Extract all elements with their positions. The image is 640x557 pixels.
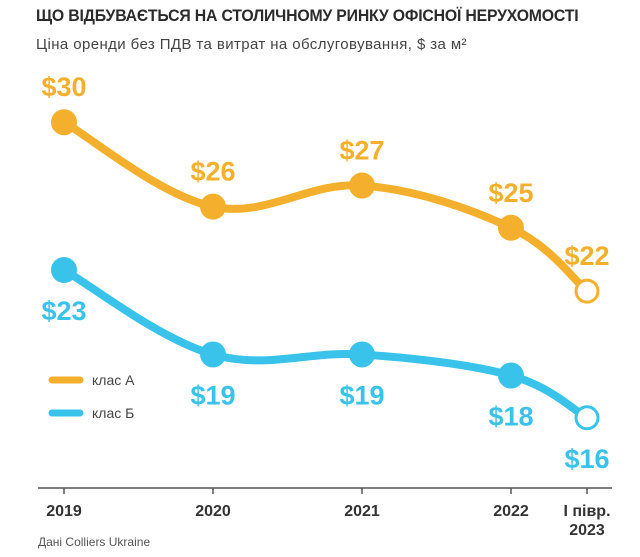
series-line bbox=[60, 266, 591, 422]
chart-title: ЩО ВІДБУВАЄТЬСЯ НА СТОЛИЧНОМУ РИНКУ ОФІС… bbox=[36, 6, 579, 25]
data-point bbox=[51, 257, 77, 283]
data-point bbox=[200, 341, 226, 368]
data-point bbox=[200, 193, 226, 220]
data-label: $27 bbox=[339, 136, 384, 166]
data-label: $18 bbox=[488, 402, 533, 432]
data-label: $26 bbox=[190, 157, 235, 187]
series-layer: $30 $26 $27 $25 $22 $23 $19 $19 $18 $16 bbox=[41, 72, 609, 474]
data-point bbox=[349, 172, 375, 199]
data-label: $19 bbox=[339, 380, 384, 410]
data-label: $30 bbox=[41, 72, 86, 102]
series-class-b: $23 $19 $19 $18 $16 bbox=[41, 257, 610, 474]
x-tick-label: 2021 bbox=[344, 503, 380, 520]
x-tick-label: 2020 bbox=[195, 503, 231, 520]
legend: клас А клас Б bbox=[48, 372, 135, 421]
series-class-a: $30 $26 $27 $25 $22 bbox=[41, 72, 610, 304]
data-label: $22 bbox=[564, 241, 609, 271]
legend-label: клас Б bbox=[92, 405, 134, 421]
x-tick-label: І півр. 2023 bbox=[563, 503, 610, 539]
data-point bbox=[498, 214, 524, 241]
x-tick-label: 2022 bbox=[493, 503, 529, 520]
data-label: $25 bbox=[488, 178, 533, 208]
data-point bbox=[574, 405, 600, 431]
data-point bbox=[498, 362, 524, 389]
x-axis: 2019 2020 2021 2022 І півр. 2023 bbox=[38, 487, 612, 539]
legend-label: клас А bbox=[92, 372, 135, 388]
data-point bbox=[51, 109, 77, 136]
data-label: $16 bbox=[564, 444, 609, 474]
data-point bbox=[574, 278, 600, 304]
x-tick-label: 2019 bbox=[46, 503, 82, 520]
data-label: $19 bbox=[190, 380, 235, 410]
chart-subtitle: Ціна оренди без ПДВ та витрат на обслуго… bbox=[36, 36, 467, 53]
data-point bbox=[349, 341, 375, 368]
source-note: Дані Colliers Ukraine bbox=[38, 535, 151, 549]
data-label: $23 bbox=[41, 296, 86, 326]
